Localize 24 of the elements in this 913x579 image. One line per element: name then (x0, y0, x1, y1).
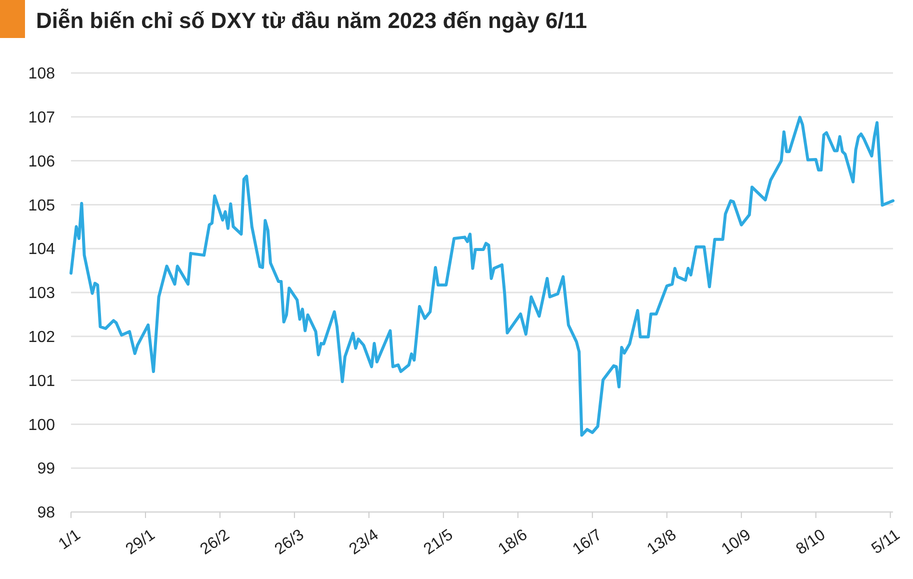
y-tick-label: 107 (28, 110, 56, 126)
x-tick-label: 5/11 (868, 526, 904, 558)
x-tick-label: 10/9 (718, 526, 754, 558)
y-tick-label: 108 (28, 66, 56, 83)
x-tick-label: 29/1 (122, 526, 158, 558)
x-tick-label: 26/2 (197, 526, 233, 558)
y-tick-label: 102 (28, 329, 56, 346)
x-tick-label: 23/4 (346, 526, 382, 558)
y-tick-label: 106 (28, 153, 56, 170)
chart-title: Diễn biến chỉ số DXY từ đầu năm 2023 đến ngày 6/11 (36, 8, 588, 33)
x-tick-label: 16/7 (570, 526, 606, 558)
y-tick-label: 100 (28, 416, 56, 434)
y-tick-label: 99 (37, 460, 56, 478)
y-tick-label: 98 (37, 504, 56, 522)
x-tick-label: 21/5 (420, 526, 456, 558)
x-tick-label: 13/8 (644, 526, 680, 558)
x-tick-label: 1/1 (56, 526, 84, 554)
y-tick-label: 103 (28, 285, 56, 302)
y-tick-label: 104 (28, 241, 56, 258)
x-tick-label: 18/6 (495, 526, 531, 558)
y-tick-label: 101 (28, 372, 56, 390)
y-tick-label: 105 (28, 197, 56, 214)
x-tick-label: 8/10 (793, 526, 829, 558)
x-tick-label: 26/3 (272, 526, 308, 558)
